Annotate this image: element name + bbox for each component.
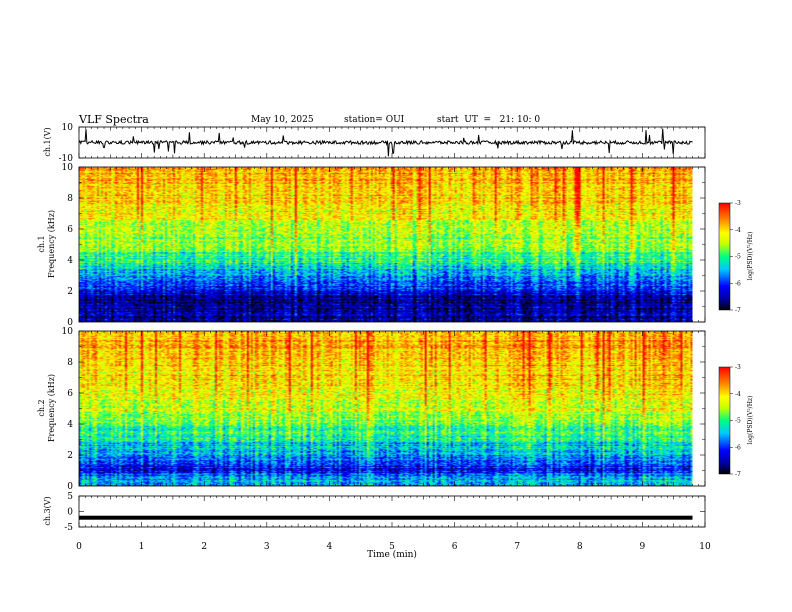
x-tick-label: 0 [76, 542, 82, 552]
date-label: May 10, 2025 [251, 115, 314, 125]
colorbar-tick-label: -4 [735, 391, 741, 398]
colorbar-tick-label: -5 [735, 254, 741, 261]
ch1-spectrogram-y-tick-label: 0 [67, 318, 73, 328]
ch3-waveform-ylabel: ch.3(V) [43, 496, 52, 525]
ch2-spectrogram-ylabel: Frequency (kHz) [47, 374, 56, 442]
ch3-waveform-y-tick-label: 0 [67, 508, 73, 518]
colorbar-tick-label: -3 [735, 364, 741, 371]
x-tick-label: 8 [577, 542, 583, 552]
ch2-spectrogram-y-tick-label: 6 [67, 389, 73, 399]
station-label: station= OUI [344, 115, 405, 125]
ch1-spectrogram-y-tick-label: 4 [67, 256, 73, 266]
x-tick-label: 2 [201, 542, 207, 552]
x-tick-label: 4 [327, 542, 333, 552]
x-tick-label: 7 [514, 542, 520, 552]
ch2-spectrogram-ylabel-channel: ch.2 [37, 399, 46, 416]
ch2-spectrogram-image [79, 331, 693, 486]
ch2-spectrogram-y-tick-label: 4 [67, 420, 73, 430]
x-tick-label: 9 [640, 542, 646, 552]
ch3-waveform-y-tick-label: -5 [64, 523, 73, 533]
x-tick-label: 5 [389, 542, 395, 552]
colorbar-tick-label: -7 [735, 471, 741, 478]
ch1-waveform-y-tick-label: 10 [62, 123, 74, 133]
colorbar-tick-label: -4 [735, 227, 741, 234]
ch2-spectrogram-y-tick-label: 10 [62, 327, 74, 337]
axis-ticks [78, 127, 706, 527]
colorbar-tick-label: -6 [735, 444, 741, 451]
ch3-trace [79, 515, 693, 520]
start-time-label: start UT = 21: 10: 0 [437, 115, 541, 125]
colorbar-label: log(PSD)(V²/Hz) [747, 396, 754, 445]
colorbar-tick-label: -7 [735, 307, 741, 314]
x-tick-label: 1 [139, 542, 145, 552]
ch1-spectrogram-y-tick-label: 10 [62, 163, 74, 173]
figure-title: VLF Spectra [79, 113, 149, 126]
ch2-spectrogram-y-tick-label: 0 [67, 482, 73, 492]
ch1-spectrogram-ylabel-channel: ch.1 [37, 235, 46, 252]
ch1-spectrogram-y-tick-label: 6 [67, 225, 73, 235]
ch1-spectrogram-y-tick-label: 8 [67, 194, 73, 204]
ch1-trace [79, 128, 693, 157]
ch3-waveform-y-tick-label: 5 [67, 492, 73, 502]
ch1-colorbar [718, 202, 731, 311]
ch2-spectrogram-y-tick-label: 2 [67, 451, 73, 461]
ch1-waveform-y-tick-label: -10 [59, 154, 74, 164]
colorbar-tick-label: -3 [735, 200, 741, 207]
x-tick-label: 6 [452, 542, 458, 552]
x-tick-label: 3 [264, 542, 270, 552]
x-tick-label: 10 [699, 542, 711, 552]
ch2-colorbar [718, 366, 731, 475]
colorbar-tick-label: -5 [735, 418, 741, 425]
ch1-spectrogram-y-tick-label: 2 [67, 287, 73, 297]
x-axis-label: Time (min) [367, 549, 417, 560]
colorbar-tick-label: -6 [735, 280, 741, 287]
ch2-spectrogram-y-tick-label: 8 [67, 358, 73, 368]
ch1-spectrogram-ylabel: Frequency (kHz) [47, 210, 56, 278]
colorbar-label: log(PSD)(V²/Hz) [747, 232, 754, 281]
colorbar-labels: -3 -4 -5 -6 -7 log(PSD)(V²/Hz) -3 -4 -5 -6 -7 log(P… [730, 200, 754, 478]
ch1-waveform-ylabel: ch.1(V) [43, 127, 52, 156]
ch1-spectrogram-image [79, 167, 693, 322]
